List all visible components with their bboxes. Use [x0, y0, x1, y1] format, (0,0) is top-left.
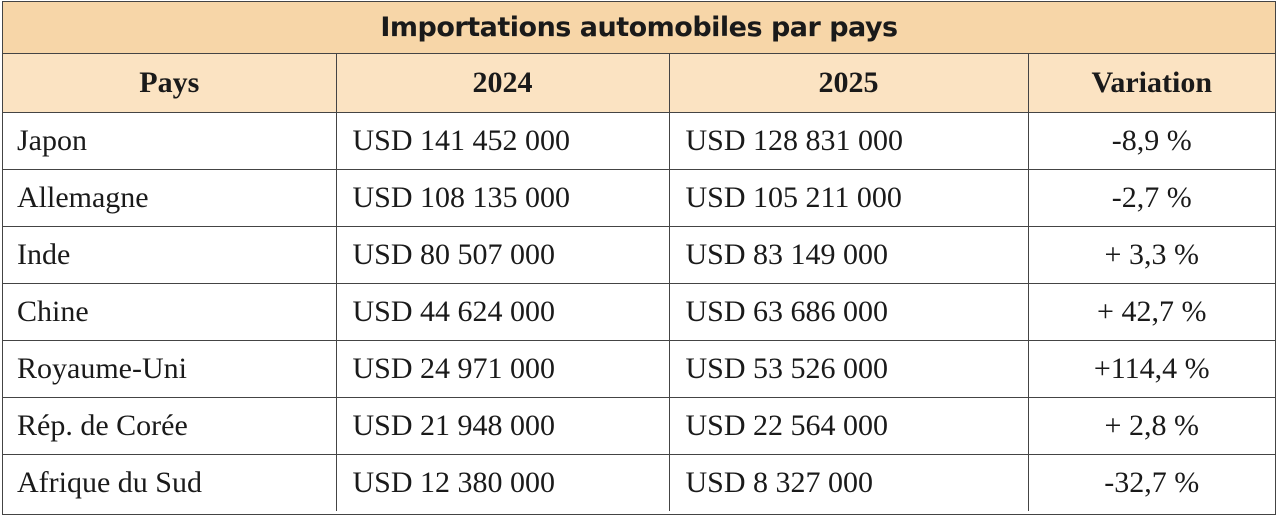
cell-variation: +114,4 %	[1027, 339, 1275, 398]
cell-2025: USD 128 831 000	[668, 111, 1029, 170]
cell-country: Japon	[3, 111, 337, 170]
cell-country: Royaume-Uni	[3, 339, 337, 398]
cell-2024: USD 80 507 000	[335, 225, 670, 284]
table-title: Importations automobiles par pays	[3, 2, 1275, 54]
cell-2024: USD 21 948 000	[335, 396, 670, 455]
header-2024: 2024	[335, 54, 670, 113]
cell-country: Rép. de Corée	[3, 396, 337, 455]
cell-2024: USD 24 971 000	[335, 339, 670, 398]
cell-country: Inde	[3, 225, 337, 284]
cell-country: Chine	[3, 282, 337, 341]
header-2025: 2025	[668, 54, 1029, 113]
cell-variation: -2,7 %	[1027, 168, 1275, 227]
cell-2024: USD 108 135 000	[335, 168, 670, 227]
header-variation: Variation	[1027, 54, 1275, 113]
imports-table: Pays 2024 2025 Variation Japon USD 141 4…	[3, 54, 1275, 511]
cell-2025: USD 105 211 000	[668, 168, 1029, 227]
cell-2025: USD 53 526 000	[668, 339, 1029, 398]
cell-variation: -8,9 %	[1027, 111, 1275, 170]
cell-2024: USD 44 624 000	[335, 282, 670, 341]
header-row: Pays 2024 2025 Variation	[3, 54, 1275, 113]
cell-2025: USD 63 686 000	[668, 282, 1029, 341]
cell-2024: USD 141 452 000	[335, 111, 670, 170]
cell-country: Allemagne	[3, 168, 337, 227]
cell-variation: + 42,7 %	[1027, 282, 1275, 341]
cell-variation: -32,7 %	[1027, 453, 1275, 511]
table-row: Chine USD 44 624 000 USD 63 686 000 + 42…	[3, 282, 1275, 341]
header-country: Pays	[3, 54, 337, 113]
cell-2025: USD 8 327 000	[668, 453, 1029, 511]
table-row: Rép. de Corée USD 21 948 000 USD 22 564 …	[3, 396, 1275, 455]
cell-country: Afrique du Sud	[3, 453, 337, 511]
cell-variation: + 3,3 %	[1027, 225, 1275, 284]
table-row: Allemagne USD 108 135 000 USD 105 211 00…	[3, 168, 1275, 227]
cell-2024: USD 12 380 000	[335, 453, 670, 511]
cell-2025: USD 83 149 000	[668, 225, 1029, 284]
table-row: Afrique du Sud USD 12 380 000 USD 8 327 …	[3, 453, 1275, 511]
table-row: Inde USD 80 507 000 USD 83 149 000 + 3,3…	[3, 225, 1275, 284]
cell-variation: + 2,8 %	[1027, 396, 1275, 455]
table-row: Royaume-Uni USD 24 971 000 USD 53 526 00…	[3, 339, 1275, 398]
cell-2025: USD 22 564 000	[668, 396, 1029, 455]
table-row: Japon USD 141 452 000 USD 128 831 000 -8…	[3, 111, 1275, 170]
